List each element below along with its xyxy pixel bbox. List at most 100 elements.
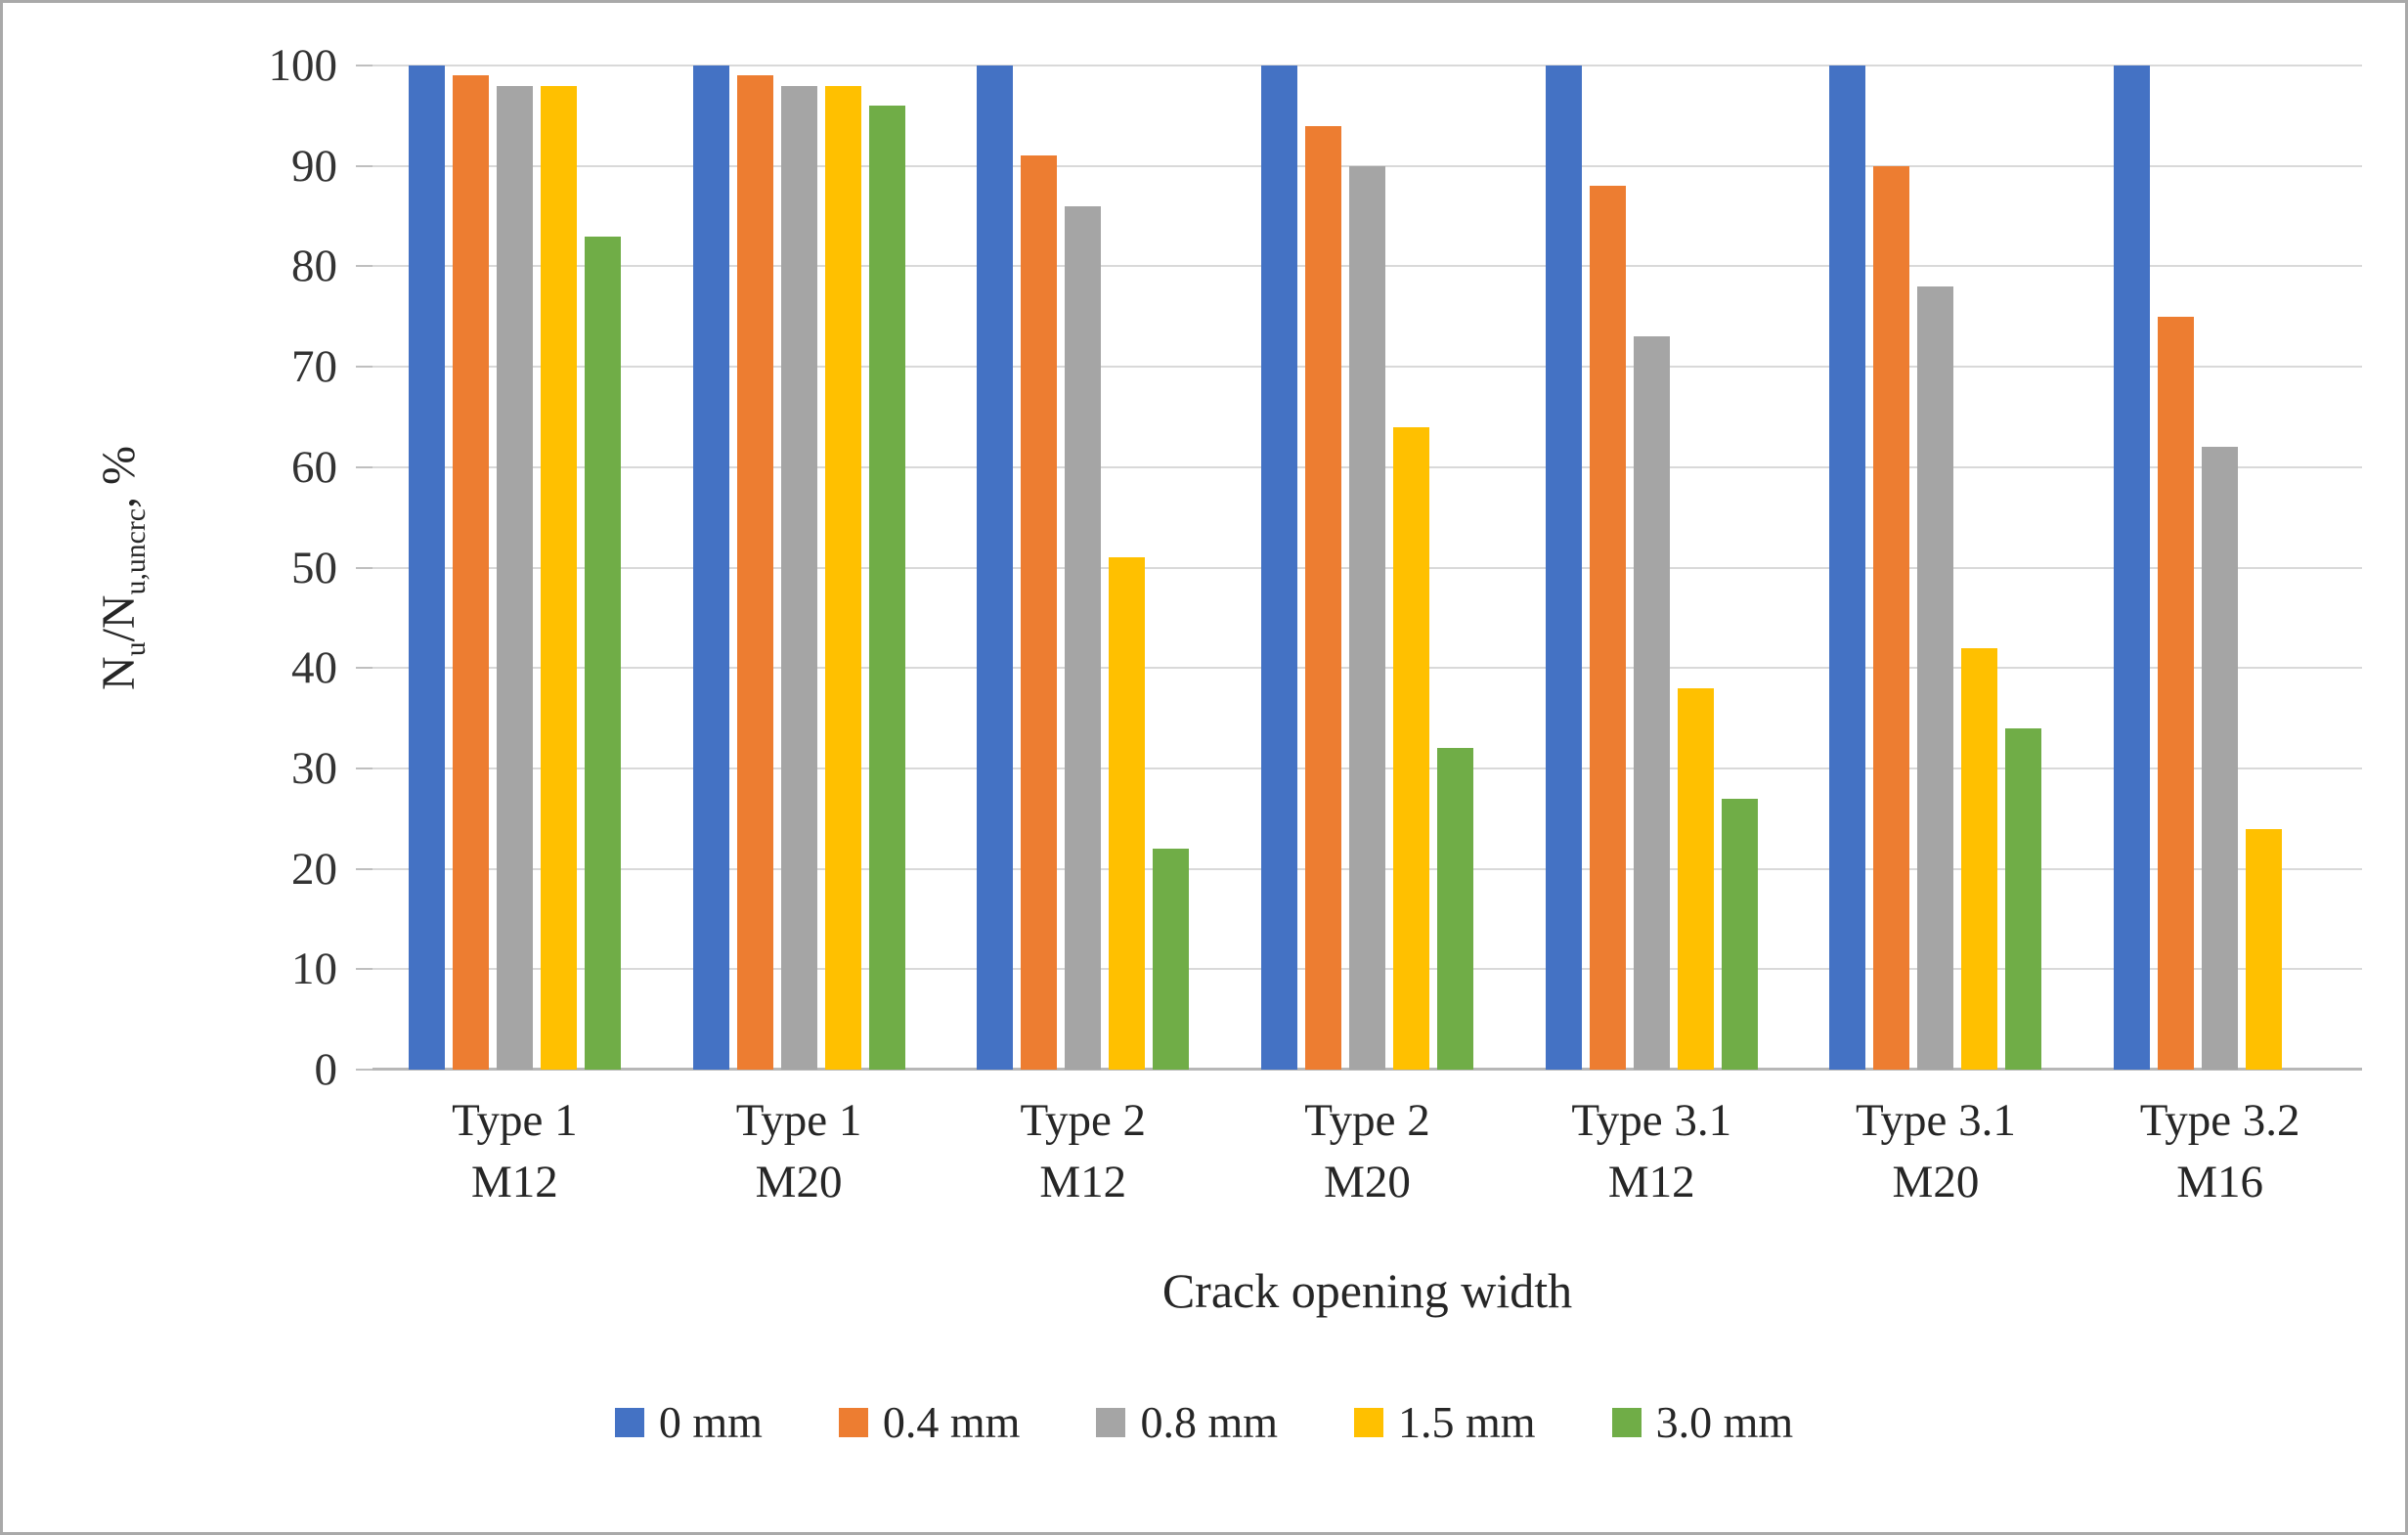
y-tick-label-10: 10 xyxy=(291,943,337,995)
legend-swatch-icon xyxy=(1611,1407,1642,1437)
bar-1.5-mm xyxy=(540,85,577,1070)
legend-label: 0.8 mm xyxy=(1140,1397,1279,1447)
bar-3.0-mm xyxy=(1721,798,1758,1070)
category-label-line2: M16 xyxy=(2176,1157,2264,1208)
bar-0-mm xyxy=(408,66,445,1070)
category-label-line2: M20 xyxy=(1324,1157,1411,1208)
category-label-line1: Type 2 xyxy=(1020,1095,1147,1146)
category-label-line1: Type 3.2 xyxy=(2139,1095,2300,1146)
bar-0.4-mm xyxy=(736,75,773,1070)
legend-label: 1.5 mm xyxy=(1398,1397,1536,1447)
category-label-line1: Type 3.1 xyxy=(1856,1095,2016,1146)
y-tick-mark-20 xyxy=(356,867,372,870)
bar-0.8-mm xyxy=(1633,336,1670,1070)
y-tick-label-80: 80 xyxy=(291,241,337,292)
bar-0.8-mm xyxy=(496,85,533,1070)
legend-item-0.4-mm: 0.4 mm xyxy=(838,1396,1021,1448)
legend-label: 0 mm xyxy=(658,1397,763,1447)
bar-1.5-mm xyxy=(1393,426,1430,1070)
bar-group-type-3.1-m20 xyxy=(1794,66,2079,1070)
legend-label: 0.4 mm xyxy=(882,1397,1021,1447)
bar-1.5-mm xyxy=(1961,647,1998,1070)
legend-label: 3.0 mm xyxy=(1655,1397,1794,1447)
bar-0.4-mm xyxy=(1589,186,1626,1070)
bar-0.4-mm xyxy=(452,75,489,1070)
y-tick-label-100: 100 xyxy=(268,40,338,91)
bar-0.4-mm xyxy=(1305,125,1342,1070)
category-label-line2: M20 xyxy=(1892,1157,1980,1208)
bar-1.5-mm xyxy=(1109,557,1146,1070)
y-tick-label-70: 70 xyxy=(291,341,337,393)
category-label: Type 3.1 M12 xyxy=(1510,1090,1794,1214)
legend-swatch-icon xyxy=(838,1407,868,1437)
bar-3.0-mm xyxy=(2005,727,2042,1070)
bar-1.5-mm xyxy=(2246,828,2283,1070)
plot-area xyxy=(356,65,2362,1071)
y-tick-mark-100 xyxy=(356,65,372,66)
y-tick-label-30: 30 xyxy=(291,742,337,794)
bar-0.4-mm xyxy=(1873,165,1910,1070)
y-axis-tick-labels: 0 10 20 30 40 50 60 70 80 90 100 xyxy=(3,40,345,1095)
category-label-line2: M12 xyxy=(1607,1157,1695,1208)
category-label-line1: Type 3.1 xyxy=(1571,1095,1732,1146)
y-tick-mark-10 xyxy=(356,968,372,971)
bar-0.8-mm xyxy=(1065,205,1102,1070)
y-tick-mark-60 xyxy=(356,465,372,468)
bar-group-type-3.2-m16 xyxy=(2078,66,2362,1070)
y-tick-mark-40 xyxy=(356,667,372,670)
bar-3.0-mm xyxy=(868,106,905,1070)
legend-swatch-icon xyxy=(614,1407,644,1437)
bar-0-mm xyxy=(1261,66,1298,1070)
legend-swatch-icon xyxy=(1354,1407,1384,1437)
y-tick-label-50: 50 xyxy=(291,542,337,593)
category-label: Type 2 M12 xyxy=(941,1090,1225,1214)
bar-0-mm xyxy=(977,66,1014,1070)
legend-item-1.5-mm: 1.5 mm xyxy=(1354,1396,1536,1448)
bar-0-mm xyxy=(1829,66,1866,1070)
bar-group-type-3.1-m12 xyxy=(1510,66,1794,1070)
bar-1.5-mm xyxy=(1677,687,1714,1070)
y-tick-mark-0 xyxy=(356,1069,372,1071)
bar-3.0-mm xyxy=(584,236,621,1070)
x-axis-category-labels: Type 1 M12 Type 1 M20 Type 2 M12 Type 2 M20 Type… xyxy=(372,1090,2362,1214)
category-label-line2: M12 xyxy=(470,1157,558,1208)
x-axis-title: Crack opening width xyxy=(1161,1263,1573,1318)
y-tick-label-20: 20 xyxy=(291,843,337,895)
category-label-line2: M12 xyxy=(1039,1157,1127,1208)
bar-3.0-mm xyxy=(1437,748,1474,1070)
category-label: Type 3.1 M20 xyxy=(1794,1090,2079,1214)
category-label-line1: Type 1 xyxy=(452,1095,578,1146)
bar-group-type-2-m20 xyxy=(1225,66,1510,1070)
bar-1.5-mm xyxy=(824,85,861,1070)
y-tick-label-60: 60 xyxy=(291,441,337,493)
gridline-100 xyxy=(372,65,2362,66)
bar-0-mm xyxy=(2114,66,2151,1070)
category-label-line1: Type 2 xyxy=(1304,1095,1430,1146)
bar-0.8-mm xyxy=(780,85,817,1070)
category-label: Type 1 M20 xyxy=(657,1090,941,1214)
y-tick-label-0: 0 xyxy=(314,1044,338,1095)
category-label: Type 1 M12 xyxy=(372,1090,657,1214)
category-label-line2: M20 xyxy=(755,1157,843,1208)
bar-0.8-mm xyxy=(2202,447,2239,1070)
legend: 0 mm 0.4 mm 0.8 mm 1.5 mm 3.0 mm xyxy=(3,1396,2405,1448)
bar-group-type-1-m20 xyxy=(657,66,941,1070)
category-label: Type 3.2 M16 xyxy=(2078,1090,2362,1214)
y-tick-mark-30 xyxy=(356,767,372,769)
y-tick-mark-80 xyxy=(356,265,372,268)
bar-0-mm xyxy=(692,66,729,1070)
y-tick-label-40: 40 xyxy=(291,642,337,694)
bar-0.8-mm xyxy=(1349,165,1386,1070)
bar-0.4-mm xyxy=(1021,155,1058,1070)
y-tick-mark-90 xyxy=(356,164,372,167)
bar-0.8-mm xyxy=(1917,285,1954,1070)
legend-item-3.0-mm: 3.0 mm xyxy=(1611,1396,1794,1448)
y-tick-mark-50 xyxy=(356,566,372,569)
y-tick-mark-70 xyxy=(356,366,372,369)
legend-swatch-icon xyxy=(1096,1407,1126,1437)
y-tick-label-90: 90 xyxy=(291,140,337,192)
category-label-line1: Type 1 xyxy=(735,1095,862,1146)
bar-group-type-2-m12 xyxy=(941,66,1225,1070)
bar-group-type-1-m12 xyxy=(372,66,657,1070)
